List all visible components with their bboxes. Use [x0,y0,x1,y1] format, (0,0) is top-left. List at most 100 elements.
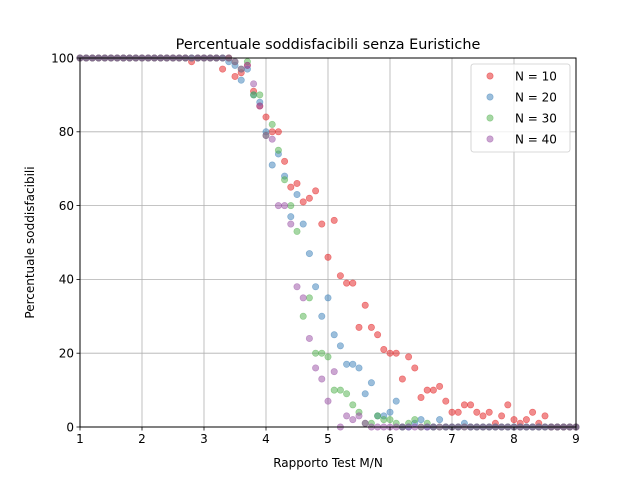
x-tick-label: 4 [262,432,270,446]
data-point [386,408,394,416]
data-point [256,102,264,110]
data-point [262,113,270,121]
data-point [299,294,307,302]
data-point [299,220,307,228]
x-tick-label: 8 [510,432,518,446]
data-point [417,416,425,424]
data-point [361,419,369,427]
x-tick-label: 3 [200,432,208,446]
data-point [318,220,326,228]
data-point [355,364,363,372]
data-point [318,312,326,320]
y-tick-label: 20 [59,347,74,361]
data-point [281,157,289,165]
data-point [349,360,357,368]
data-point [355,323,363,331]
legend-label: N = 20 [515,90,557,104]
data-point [349,401,357,409]
x-tick-label: 5 [324,432,332,446]
data-point [479,412,487,420]
data-point [374,331,382,339]
data-point [343,412,351,420]
data-point [386,416,394,424]
data-point [349,416,357,424]
data-point [299,198,307,206]
series-4 [76,54,580,431]
data-point [361,301,369,309]
data-point [367,323,375,331]
data-point [219,65,227,73]
data-point [330,386,338,394]
data-point [237,65,245,73]
data-point [460,401,468,409]
data-point [250,91,258,99]
y-tick-label: 100 [51,51,74,65]
y-tick-label: 80 [59,125,74,139]
data-point [361,390,369,398]
x-tick-label: 1 [76,432,84,446]
data-point [274,146,282,154]
data-point [305,294,313,302]
data-point [312,364,320,372]
data-point [374,412,382,420]
data-point [293,191,301,199]
data-point [386,349,394,357]
x-tick-label: 6 [386,432,394,446]
data-point [380,346,388,354]
data-point [448,408,456,416]
data-point [485,408,493,416]
data-point [436,382,444,390]
data-point [312,187,320,195]
data-point [268,128,276,136]
data-point [268,161,276,169]
y-tick-label: 0 [66,420,74,434]
data-point [256,91,264,99]
data-point [343,360,351,368]
data-point [367,379,375,387]
data-point [355,412,363,420]
y-axis-label: Percentuale soddisfacibili [23,166,37,318]
legend-marker [486,114,494,122]
data-point [318,375,326,383]
data-point [231,58,239,66]
x-tick-label: 9 [572,432,580,446]
data-point [343,390,351,398]
data-point [293,283,301,291]
data-point [436,416,444,424]
x-axis-label: Rapporto Test M/N [273,456,383,470]
data-point [324,294,332,302]
chart-title: Percentuale soddisfacibili senza Euristi… [176,37,481,53]
data-point [324,397,332,405]
data-point [498,412,506,420]
y-tick-label: 60 [59,199,74,213]
data-point [336,272,344,280]
data-point [417,393,425,401]
legend-label: N = 10 [515,69,557,83]
x-tick-label: 2 [138,432,146,446]
data-point [541,412,549,420]
data-point [429,386,437,394]
y-tick-label: 40 [59,273,74,287]
data-point [392,349,400,357]
data-point [330,368,338,376]
data-point [510,416,518,424]
data-point [274,128,282,136]
data-point [293,227,301,235]
data-point [312,349,320,357]
data-point [330,331,338,339]
data-point [287,202,295,210]
data-point [380,416,388,424]
data-point [250,80,258,88]
data-point [312,283,320,291]
legend-marker [486,93,494,101]
data-point [405,353,413,361]
legend-label: N = 40 [515,132,557,146]
data-point [305,334,313,342]
data-point [268,135,276,143]
data-point [411,416,419,424]
data-point [231,72,239,80]
data-point [281,176,289,184]
data-point [442,397,450,405]
data-point [330,216,338,224]
